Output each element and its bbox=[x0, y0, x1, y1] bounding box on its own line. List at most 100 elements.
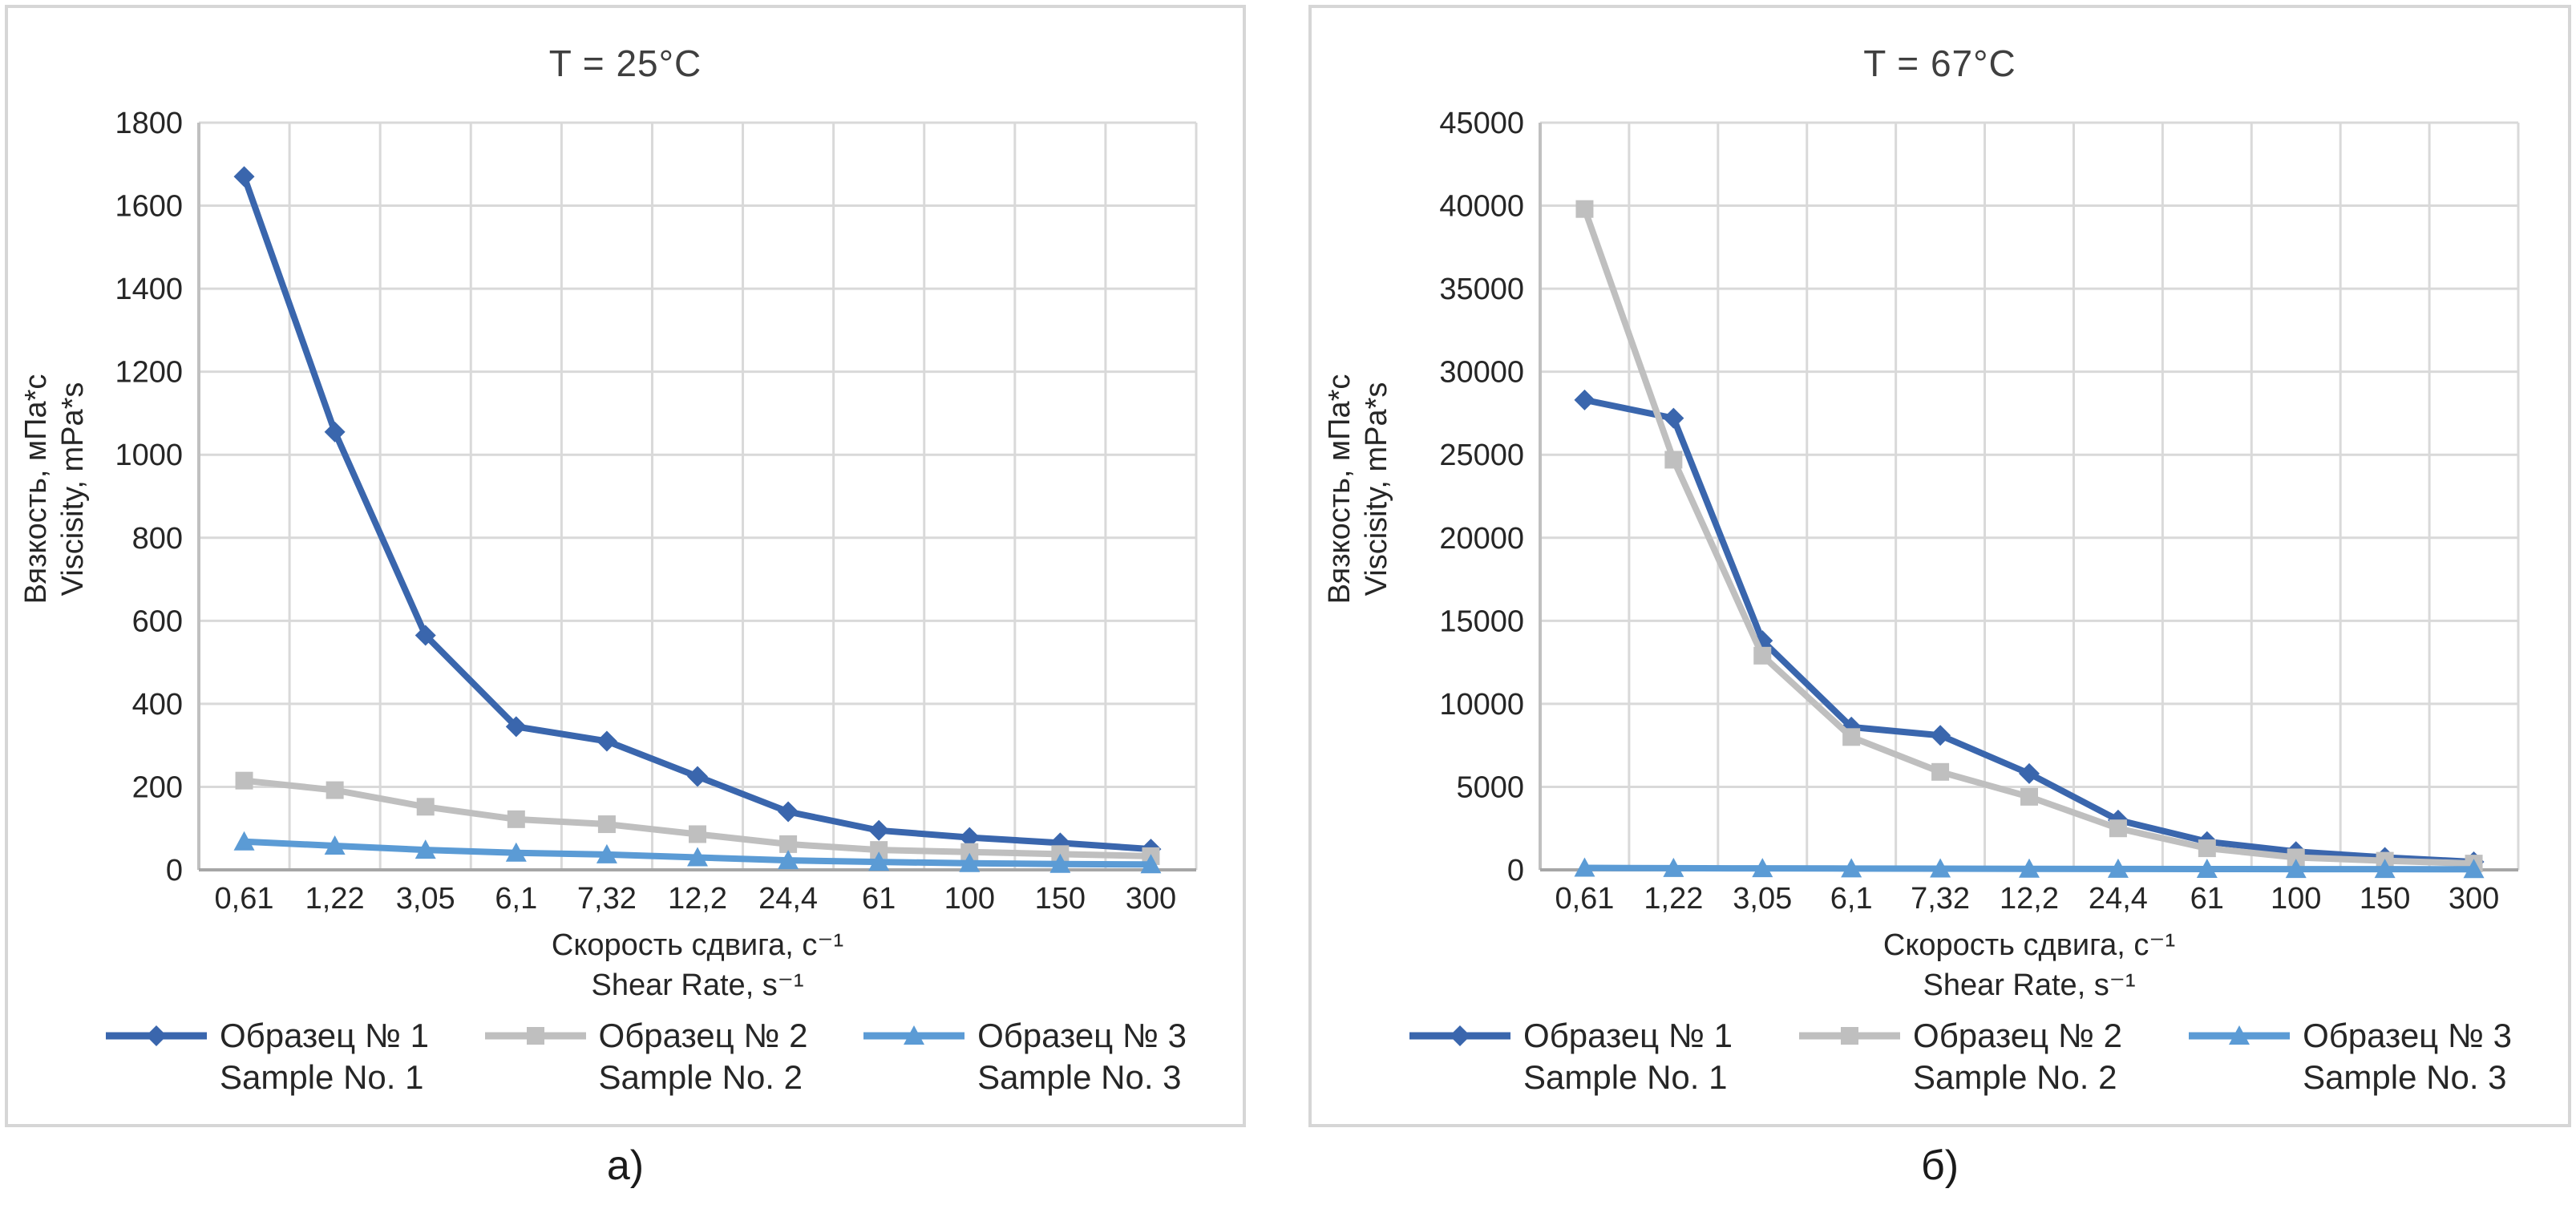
legend-item-sample-2: Образец № 2 Sample No. 2 bbox=[483, 1015, 808, 1098]
chart-b-legend: Образец № 1 Sample No. 1 Образец № 2 Sample… bbox=[1408, 1015, 2512, 1098]
marker-diamond bbox=[1049, 832, 1071, 854]
x-tick-label: 1,22 bbox=[305, 882, 365, 914]
x-tick-label: 0,61 bbox=[1555, 882, 1614, 914]
marker-triangle bbox=[2019, 858, 2040, 878]
legend-label: Образец № 3 Sample No. 3 bbox=[2303, 1015, 2512, 1098]
marker-square bbox=[2198, 839, 2216, 858]
marker-square bbox=[1753, 646, 1772, 665]
x-tick-label: 61 bbox=[2190, 882, 2224, 914]
marker-triangle bbox=[596, 843, 617, 863]
marker-triangle bbox=[868, 851, 890, 871]
y-tick-label: 15000 bbox=[1439, 604, 1524, 638]
marker-diamond bbox=[233, 166, 255, 188]
y-tick-label: 200 bbox=[132, 770, 183, 804]
marker-triangle bbox=[233, 831, 255, 851]
legend-label-en: Sample No. 3 bbox=[2303, 1058, 2507, 1096]
marker-diamond bbox=[868, 819, 890, 841]
marker-diamond bbox=[778, 801, 799, 823]
legend-item-sample-3: Образец № 3 Sample No. 3 bbox=[2187, 1015, 2512, 1098]
y-tick-label: 1800 bbox=[115, 107, 183, 140]
marker-triangle bbox=[1841, 858, 1862, 878]
marker-triangle bbox=[324, 835, 346, 855]
marker-square bbox=[779, 835, 798, 853]
legend-label: Образец № 1 Sample No. 1 bbox=[220, 1015, 429, 1098]
marker-diamond bbox=[959, 827, 981, 848]
x-tick-label: 100 bbox=[944, 882, 995, 914]
x-axis-ticks: 0,61 1,22 3,05 6,1 7,32 12,2 24,4 61 100 150 300 bbox=[215, 882, 1177, 914]
marker-triangle bbox=[778, 850, 799, 870]
marker-triangle bbox=[2463, 859, 2485, 879]
x-tick-label: 7,32 bbox=[577, 882, 637, 914]
legend-item-sample-3: Образец № 3 Sample No. 3 bbox=[862, 1015, 1187, 1098]
x-tick-label: 300 bbox=[2449, 882, 2499, 914]
legend-label-ru: Образец № 2 bbox=[598, 1017, 808, 1054]
x-axis-title-ru: Скорость сдвига, с⁻¹ bbox=[551, 928, 844, 962]
marker-square bbox=[526, 1027, 544, 1045]
y-axis-ticks: 0 5000 10000 15000 20000 25000 30000 35000 40000… bbox=[1439, 107, 1524, 888]
x-tick-label: 24,4 bbox=[2089, 882, 2148, 914]
x-tick-label: 3,05 bbox=[396, 882, 455, 914]
marker-triangle bbox=[415, 839, 436, 859]
legend-diamond-swatch bbox=[106, 1025, 207, 1046]
y-tick-label: 35000 bbox=[1439, 273, 1524, 306]
series-markers-sample-2 bbox=[235, 771, 1160, 865]
marker-triangle bbox=[2196, 858, 2218, 878]
marker-diamond bbox=[415, 625, 436, 646]
legend-triangle-swatch bbox=[863, 1025, 965, 1045]
x-tick-label: 100 bbox=[2271, 882, 2321, 914]
x-tick-label: 150 bbox=[1035, 882, 1086, 914]
legend-label-en: Sample No. 3 bbox=[977, 1058, 1182, 1096]
legend-label: Образец № 2 Sample No. 2 bbox=[1913, 1015, 2122, 1098]
chart-b-title: T = 67°C bbox=[1863, 42, 2016, 84]
marker-triangle bbox=[2285, 859, 2307, 879]
y-axis-ticks: 0 200 400 600 800 1000 1200 1400 1600 1800 bbox=[115, 107, 183, 888]
marker-triangle bbox=[1663, 857, 1684, 877]
marker-square bbox=[960, 843, 979, 861]
y-tick-label: 5000 bbox=[1456, 770, 1524, 804]
y-tick-label: 20000 bbox=[1439, 522, 1524, 556]
marker-triangle bbox=[904, 1025, 925, 1045]
legend-label-en: Sample No. 2 bbox=[1913, 1058, 2117, 1096]
legend-triangle-swatch bbox=[2189, 1025, 2291, 1045]
legend-item-sample-1: Образец № 1 Sample No. 1 bbox=[104, 1015, 429, 1098]
x-tick-label: 7,32 bbox=[1911, 882, 1970, 914]
x-tick-label: 150 bbox=[2360, 882, 2410, 914]
x-tick-label: 12,2 bbox=[668, 882, 727, 914]
legend-label-ru: Образец № 1 bbox=[220, 1017, 429, 1054]
legend-label-ru: Образец № 1 bbox=[1523, 1017, 1733, 1054]
x-tick-label: 300 bbox=[1126, 882, 1176, 914]
marker-square bbox=[689, 825, 706, 843]
marker-diamond bbox=[1663, 407, 1684, 429]
marker-square bbox=[416, 798, 435, 816]
y-tick-label: 1000 bbox=[115, 439, 183, 472]
marker-square bbox=[2109, 819, 2127, 838]
y-tick-label: 40000 bbox=[1439, 190, 1524, 224]
marker-triangle bbox=[2229, 1025, 2250, 1045]
legend-label-ru: Образец № 3 bbox=[977, 1017, 1187, 1054]
marker-square bbox=[2020, 787, 2038, 806]
legend-label: Образец № 3 Sample No. 3 bbox=[977, 1015, 1187, 1098]
legend-label-en: Sample No. 2 bbox=[598, 1058, 803, 1096]
marker-square bbox=[326, 781, 344, 799]
y-tick-label: 25000 bbox=[1439, 439, 1524, 472]
gridlines bbox=[197, 121, 1198, 870]
marker-square bbox=[1575, 200, 1594, 218]
marker-diamond bbox=[596, 730, 617, 752]
chart-a-legend: Образец № 1 Sample No. 1 Образец № 2 Sample… bbox=[104, 1015, 1187, 1098]
marker-triangle bbox=[1049, 853, 1071, 873]
chart-panel-b: T = 67°C Вязкость, мПа*с Viscisity, mPa*… bbox=[1308, 5, 2571, 1127]
x-axis-title-en: Shear Rate, s⁻¹ bbox=[591, 968, 804, 1002]
marker-triangle bbox=[2107, 858, 2129, 878]
legend-label-en: Sample No. 1 bbox=[1523, 1058, 1728, 1096]
y-tick-label: 1600 bbox=[115, 190, 183, 224]
marker-square bbox=[1842, 728, 1861, 746]
series-markers-sample-3 bbox=[1574, 857, 2485, 879]
legend-label-en: Sample No. 1 bbox=[220, 1058, 424, 1096]
chart-a-title: T = 25°C bbox=[548, 42, 702, 84]
marker-square bbox=[1664, 451, 1683, 469]
marker-diamond bbox=[505, 716, 527, 738]
y-tick-label: 10000 bbox=[1439, 688, 1524, 722]
x-tick-label: 24,4 bbox=[758, 882, 818, 914]
marker-diamond bbox=[324, 421, 346, 443]
chart-b-plot-area: 0 5000 10000 15000 20000 25000 30000 35000 40000… bbox=[1439, 107, 2520, 914]
